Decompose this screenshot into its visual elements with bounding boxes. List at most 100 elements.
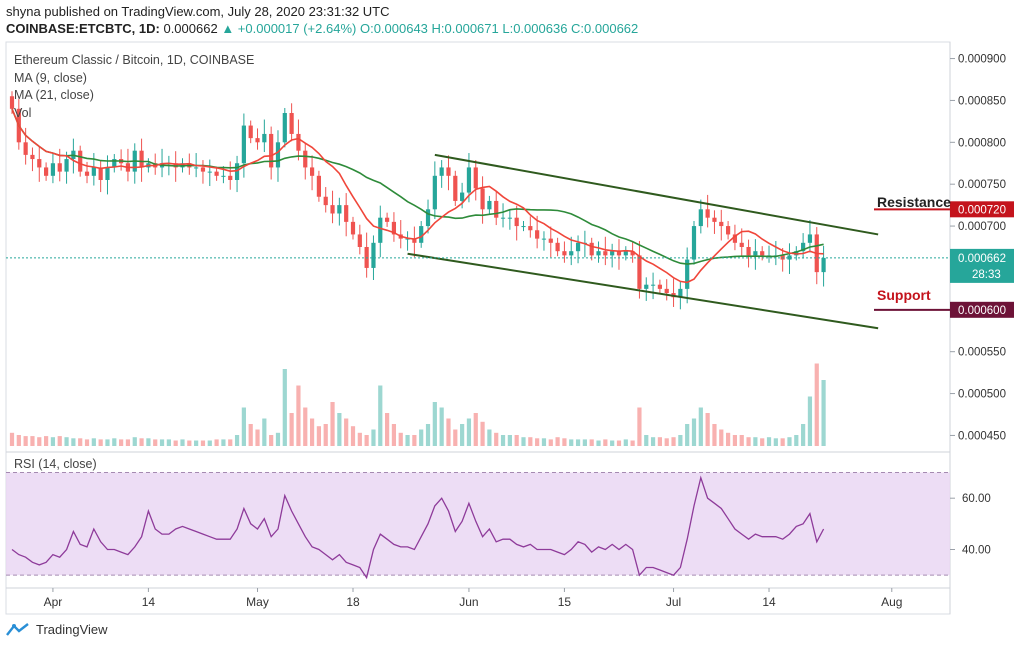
candle-body [303, 150, 308, 168]
price-tick-label: 0.000850 [958, 95, 1006, 107]
candle-body [514, 217, 519, 227]
volume-bar [719, 429, 724, 446]
candle-body [712, 217, 717, 222]
annotations: Ethereum Classic / Bitcoin, 1D, COINBASE… [14, 53, 951, 471]
publish-info: shyna published on TradingView.com, July… [6, 4, 390, 19]
candle-body [535, 230, 540, 239]
volume-bar [391, 424, 397, 446]
volume-bar [385, 413, 390, 446]
symbol-name: COINBASE:ETCBTC, 1D [6, 21, 156, 36]
candle-body [548, 238, 553, 243]
candle-body [391, 221, 397, 235]
volume-bar [9, 432, 15, 446]
volume-bar [473, 413, 478, 446]
candle-body [760, 251, 765, 256]
candle-body [309, 167, 315, 176]
candle-body [623, 251, 628, 256]
candle-body [589, 242, 594, 256]
volume-bar [357, 432, 362, 446]
support-label: Support [877, 287, 931, 303]
volume-bar [623, 439, 628, 446]
candle-body [64, 159, 69, 172]
candle-body [732, 234, 738, 243]
volume-bar [84, 439, 90, 446]
volume-bar [644, 435, 649, 446]
candle-body [207, 171, 212, 173]
volume-bar [760, 438, 765, 446]
volume-bar [712, 424, 717, 446]
candle-body [678, 288, 683, 298]
candle-body [419, 226, 424, 243]
candle-body [541, 238, 547, 240]
volume-bar [269, 435, 274, 446]
candle-body [644, 284, 649, 289]
volume-bar [214, 439, 219, 446]
volume-bar [562, 438, 567, 446]
candle-body [221, 175, 226, 177]
candle-body [616, 251, 622, 256]
price-change: ▲ +0.000017 (+2.64%) [221, 21, 357, 36]
volume-bar [453, 429, 458, 446]
price-tick-label: 0.000800 [958, 137, 1006, 149]
volume-bar [200, 440, 206, 446]
moving-averages [11, 108, 824, 284]
volume-bar [746, 437, 751, 446]
candle-body [685, 259, 690, 289]
time-tick-label: 18 [346, 595, 360, 609]
volume-bar [528, 437, 533, 446]
candle-body [425, 209, 431, 227]
volume-bar [780, 438, 785, 446]
candle-body [562, 251, 567, 256]
rsi-label: RSI (14, close) [14, 457, 97, 471]
volume-bar [787, 437, 792, 446]
volume-bar [766, 437, 772, 446]
volume-bar [112, 438, 117, 446]
candle-body [296, 133, 301, 151]
candle-body [330, 205, 335, 214]
candle-body [480, 188, 485, 210]
volume-bar [234, 435, 240, 446]
candle-body [78, 150, 83, 172]
volume-bar [146, 438, 151, 446]
time-tick-label: 14 [142, 595, 156, 609]
resistance-price-tag-bg [950, 201, 1014, 218]
volume-bar [316, 426, 321, 446]
time-tick-label: 15 [558, 595, 572, 609]
volume-bar [71, 438, 76, 446]
ma21-line [11, 108, 824, 265]
candle-body [289, 113, 294, 134]
candle-body [139, 150, 144, 168]
volume-bar [248, 424, 253, 446]
volume-bar [194, 440, 199, 446]
candle-body [507, 217, 512, 219]
rsi-tick-label: 60.00 [962, 493, 991, 505]
volume-bar [153, 439, 158, 446]
volume-bar [91, 438, 96, 446]
volume-bar [555, 437, 560, 446]
candle-body [569, 251, 574, 256]
price-tick-label: 0.000450 [958, 430, 1006, 442]
candle-body [664, 288, 669, 294]
candle-body [378, 217, 383, 243]
volume-bar [296, 385, 301, 446]
volume-bar [814, 363, 819, 446]
volume-bar [739, 435, 744, 446]
candle-body [57, 163, 62, 172]
volume-bar [37, 437, 42, 446]
candle-body [650, 284, 656, 286]
candle-body [112, 159, 117, 168]
ma21-label: MA (21, close) [14, 88, 94, 102]
volume-bar [432, 402, 437, 446]
candle-body [739, 242, 744, 247]
candle-body [555, 242, 560, 252]
volume-bar [364, 435, 369, 446]
volume-bar [439, 407, 444, 446]
volume-bar [350, 426, 356, 446]
candle-body [30, 154, 35, 160]
candle-body [255, 138, 260, 143]
price-tick-label: 0.000750 [958, 179, 1006, 191]
volume-bar [705, 413, 710, 446]
candle-body [500, 217, 506, 219]
candle-body [337, 205, 342, 214]
